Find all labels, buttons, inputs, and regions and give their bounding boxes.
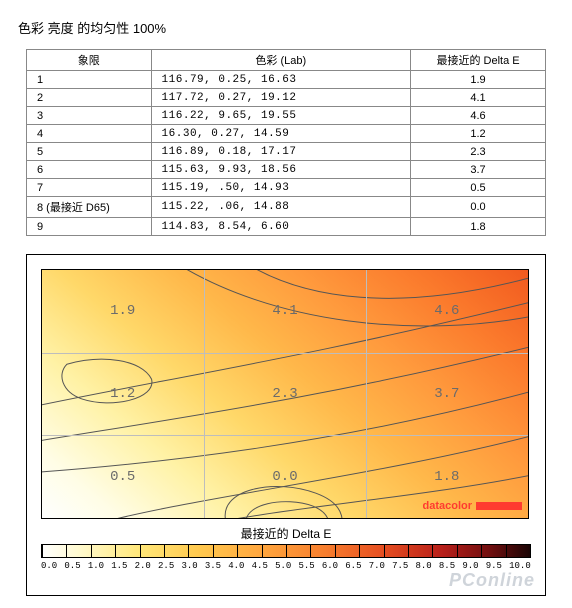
table-header-row: 象限 色彩 (Lab) 最接近的 Delta E (27, 50, 546, 71)
colorbar-tick: 6.0 (322, 561, 338, 571)
table-row: 5116.89, 0.18, 17.172.3 (27, 143, 546, 161)
uniformity-table: 象限 色彩 (Lab) 最接近的 Delta E 1116.79, 0.25, … (26, 49, 546, 236)
delta-e-heatmap: 1.9 4.1 4.6 1.2 2.3 3.7 0.5 0.0 1.8 datacolor (41, 269, 529, 519)
cell-lab: 117.72, 0.27, 19.12 (151, 89, 411, 107)
cell-zone: 8 (最接近 D65) (27, 197, 152, 218)
colorbar-tick: 7.0 (369, 561, 385, 571)
cell-de: 0.5 (411, 179, 546, 197)
cell-de: 1.8 (411, 218, 546, 236)
cell-zone: 6 (27, 161, 152, 179)
cell-lab: 16.30, 0.27, 14.59 (151, 125, 411, 143)
colorbar-tick: 5.5 (298, 561, 314, 571)
colorbar-tick: 1.0 (88, 561, 104, 571)
table-row: 4 16.30, 0.27, 14.591.2 (27, 125, 546, 143)
zone-label: 1.2 (110, 386, 135, 402)
cell-zone: 9 (27, 218, 152, 236)
cell-de: 2.3 (411, 143, 546, 161)
cell-lab: 115.22, .06, 14.88 (151, 197, 411, 218)
cell-de: 1.9 (411, 71, 546, 89)
colorbar-tick: 5.0 (275, 561, 291, 571)
cell-zone: 3 (27, 107, 152, 125)
table-row: 2117.72, 0.27, 19.124.1 (27, 89, 546, 107)
colorbar-tick: 8.5 (439, 561, 455, 571)
colorbar-tick: 0.0 (41, 561, 57, 571)
cell-zone: 7 (27, 179, 152, 197)
colorbar-tick: 2.0 (135, 561, 151, 571)
colorbar (41, 544, 531, 558)
chart-container: 1.9 4.1 4.6 1.2 2.3 3.7 0.5 0.0 1.8 datacolor 最接… (26, 254, 546, 596)
th-de: 最接近的 Delta E (411, 50, 546, 71)
cell-de: 4.1 (411, 89, 546, 107)
table-row: 8 (最接近 D65)115.22, .06, 14.880.0 (27, 197, 546, 218)
colorbar-tick: 3.0 (181, 561, 197, 571)
cell-de: 3.7 (411, 161, 546, 179)
colorbar-tick: 10.0 (509, 561, 531, 571)
table-row: 1116.79, 0.25, 16.631.9 (27, 71, 546, 89)
cell-lab: 116.22, 9.65, 19.55 (151, 107, 411, 125)
brand-text: datacolor (422, 500, 472, 512)
cell-de: 0.0 (411, 197, 546, 218)
colorbar-tick: 0.5 (64, 561, 80, 571)
colorbar-tick: 9.0 (462, 561, 478, 571)
cell-lab: 115.19, .50, 14.93 (151, 179, 411, 197)
zone-label: 1.8 (434, 469, 459, 485)
th-zone: 象限 (27, 50, 152, 71)
brand-bar (476, 502, 522, 510)
cell-de: 4.6 (411, 107, 546, 125)
zone-label: 1.9 (110, 303, 135, 319)
zone-label: 3.7 (434, 386, 459, 402)
cell-lab: 116.79, 0.25, 16.63 (151, 71, 411, 89)
colorbar-tick: 2.5 (158, 561, 174, 571)
cell-de: 1.2 (411, 125, 546, 143)
colorbar-tick: 9.5 (486, 561, 502, 571)
cell-lab: 115.63, 9.93, 18.56 (151, 161, 411, 179)
th-lab: 色彩 (Lab) (151, 50, 411, 71)
cell-lab: 116.89, 0.18, 17.17 (151, 143, 411, 161)
brand-label: datacolor (422, 500, 522, 512)
watermark: PConline (449, 570, 535, 591)
table-row: 7115.19, .50, 14.930.5 (27, 179, 546, 197)
table-body: 1116.79, 0.25, 16.631.92117.72, 0.27, 19… (27, 71, 546, 236)
cell-lab: 114.83, 8.54, 6.60 (151, 218, 411, 236)
zone-label: 0.0 (272, 469, 297, 485)
page-title: 色彩 亮度 的均匀性 100% (18, 18, 560, 37)
colorbar-tick: 4.5 (252, 561, 268, 571)
colorbar-ticks: 0.0 0.5 1.0 1.5 2.0 2.5 3.0 3.5 4.0 4.5 5.0 5.5 6.0 6… (41, 561, 531, 571)
colorbar-tick: 4.0 (228, 561, 244, 571)
table-row: 6115.63, 9.93, 18.563.7 (27, 161, 546, 179)
cell-zone: 5 (27, 143, 152, 161)
colorbar-tick: 3.5 (205, 561, 221, 571)
cell-zone: 2 (27, 89, 152, 107)
colorbar-tick: 7.5 (392, 561, 408, 571)
table-row: 9114.83, 8.54, 6.601.8 (27, 218, 546, 236)
cell-zone: 4 (27, 125, 152, 143)
colorbar-title: 最接近的 Delta E (41, 525, 531, 542)
zone-label: 4.6 (434, 303, 459, 319)
colorbar-tick: 6.5 (345, 561, 361, 571)
colorbar-ticklines (42, 545, 530, 557)
colorbar-tick: 8.0 (416, 561, 432, 571)
zone-label: 0.5 (110, 469, 135, 485)
cell-zone: 1 (27, 71, 152, 89)
table-row: 3116.22, 9.65, 19.554.6 (27, 107, 546, 125)
zone-label: 4.1 (272, 303, 297, 319)
zone-label: 2.3 (272, 386, 297, 402)
colorbar-tick: 1.5 (111, 561, 127, 571)
